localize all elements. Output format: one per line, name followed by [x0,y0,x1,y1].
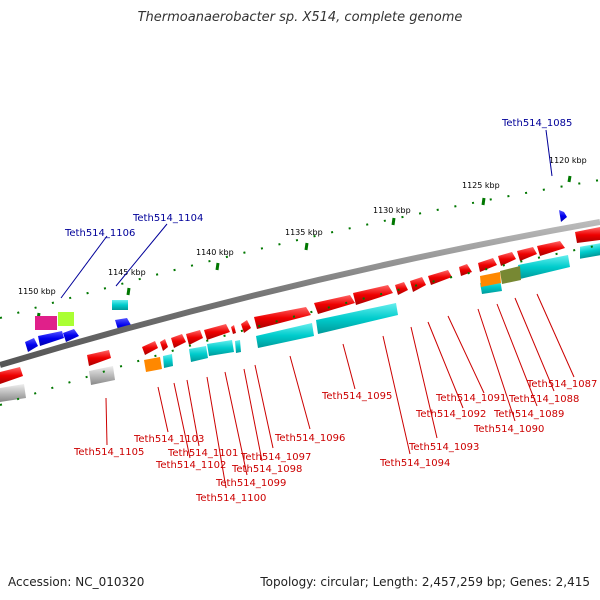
accession-text: Accession: NC_010320 [8,575,145,589]
gene-1106a [35,316,57,330]
gene-label-1092: Teth514_1092 [415,409,486,420]
gene-label-1102: Teth514_1102 [155,460,226,471]
kbp-label-1140: 1140 kbp [196,248,234,257]
kbp-label-1135: 1135 kbp [285,228,323,237]
gene-label-1089: Teth514_1089 [493,409,564,420]
kbp-label-1150: 1150 kbp [18,287,56,296]
outer-scale-track [0,179,600,319]
gene-label-1098: Teth514_1098 [231,464,302,475]
gene-label-1088: Teth514_1088 [508,394,579,405]
gene-label-1105: Teth514_1105 [73,447,144,458]
gene-label-1100: Teth514_1100 [195,493,266,504]
gene-label-1091: Teth514_1091 [435,393,506,404]
gene-1106b [58,312,74,326]
gene-label-1101: Teth514_1101 [167,448,238,459]
gene-label-1099: Teth514_1099 [215,478,286,489]
gene-label-1106: Teth514_1106 [64,228,135,239]
kbp-label-1125: 1125 kbp [462,181,500,190]
cds-features [163,243,600,368]
gene-label-1093: Teth514_1093 [408,442,479,453]
gene-label-1097: Teth514_1097 [240,452,311,463]
gene-1085 [559,210,567,222]
kbp-label-1120: 1120 kbp [549,156,587,165]
kbp-label-1130: 1130 kbp [373,206,411,215]
gene-label-1094: Teth514_1094 [379,458,450,469]
gene-label-1103: Teth514_1103 [133,434,204,445]
scale-ticks [36,175,572,321]
gene-label-1090: Teth514_1090 [473,424,544,435]
gene-1106d [63,329,79,342]
genome-backbone [0,219,600,368]
gene-1106e [25,338,38,352]
gene-label-1104: Teth514_1104 [132,213,203,224]
gene-label-1085: Teth514_1085 [501,118,572,129]
genome-title: Thermoanaerobacter sp. X514, complete ge… [137,10,463,25]
top-leader-lines [60,129,553,299]
gene-cds-1104 [112,300,128,310]
genome-summary-text: Topology: circular; Length: 2,457,259 bp… [260,575,590,589]
gene-label-1087: Teth514_1087 [526,379,597,390]
gene-label-1095: Teth514_1095 [321,391,392,402]
misc-features [0,266,521,402]
bottom-leader-lines [105,293,575,489]
gene-label-1096: Teth514_1096 [274,433,345,444]
gene-1106c [38,331,64,346]
forward-strand-genes [0,227,600,384]
